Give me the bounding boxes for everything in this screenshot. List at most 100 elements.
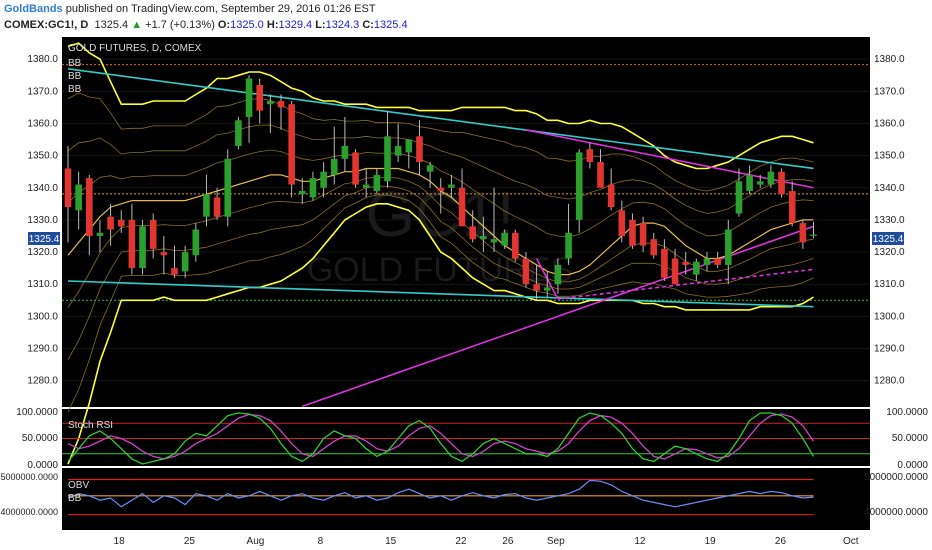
stoch-pane[interactable] bbox=[62, 409, 870, 466]
y-tick-label-left: 1380.0 bbox=[27, 54, 58, 65]
candle-body bbox=[330, 158, 338, 175]
candle-body bbox=[565, 232, 572, 259]
x-tick-label: 8 bbox=[318, 536, 324, 547]
y-tick-label-left: 1300.0 bbox=[27, 311, 58, 322]
close-label: C: bbox=[362, 19, 374, 31]
candle-body bbox=[181, 252, 189, 272]
price-pane[interactable] bbox=[62, 37, 870, 407]
stoch-rsi bbox=[62, 412, 870, 465]
y-tick-label-left: 1360.0 bbox=[27, 118, 58, 129]
x-tick-label: Oct bbox=[843, 536, 859, 547]
bb-label-2: BB bbox=[68, 71, 82, 82]
candle-body bbox=[320, 171, 327, 188]
y-tick-label-left: 1320.0 bbox=[27, 247, 58, 258]
stoch-level-50-left: 50.0000 bbox=[22, 433, 59, 444]
last-price: 1325.4 bbox=[94, 19, 129, 31]
candle-body bbox=[543, 287, 551, 291]
candle-body bbox=[96, 232, 104, 236]
axes: 1280.0 1280.0 1290.0 1290.0 1300.0 1300.0 1310… bbox=[27, 54, 905, 547]
candle-body bbox=[256, 84, 263, 111]
y-tick-label-left: 1340.0 bbox=[27, 183, 58, 194]
stoch-title: Stoch RSI bbox=[68, 420, 113, 431]
candle-body bbox=[384, 136, 391, 182]
candle-body bbox=[746, 174, 753, 191]
close-value: 1325.4 bbox=[373, 19, 408, 31]
obv-level-low-right: 4000000.0000 bbox=[864, 507, 928, 518]
candle-body bbox=[671, 258, 679, 285]
bb-inner-lower bbox=[67, 194, 814, 413]
x-tick-label: 25 bbox=[184, 536, 196, 547]
low-value: 1324.3 bbox=[325, 19, 360, 31]
stoch-level-0-left: 0.0000 bbox=[27, 460, 58, 471]
x-tick-label: 26 bbox=[502, 536, 514, 547]
trendline-magenta-upper bbox=[525, 129, 814, 189]
chart-title: GOLD FUTURES, D, COMEX bbox=[68, 43, 202, 54]
candle-body bbox=[586, 149, 594, 163]
trendlines bbox=[67, 68, 814, 408]
candle-body bbox=[693, 261, 700, 275]
candle-body bbox=[128, 219, 136, 269]
x-tick-label: Sep bbox=[547, 536, 565, 547]
watermark-name: GOLD FUTURES bbox=[307, 251, 573, 289]
candle-body bbox=[607, 184, 615, 208]
bb-inner-upper bbox=[67, 124, 814, 214]
stoch-k-line bbox=[67, 412, 815, 465]
bb-inner-upper bbox=[67, 149, 814, 238]
candle-body bbox=[714, 258, 721, 265]
obv-pane[interactable] bbox=[62, 468, 870, 530]
obv-bb-label: BB bbox=[68, 493, 82, 504]
author-link[interactable]: GoldBands bbox=[4, 3, 63, 15]
price-badge-right bbox=[872, 232, 904, 245]
candle-body bbox=[160, 252, 168, 256]
candle-body bbox=[64, 168, 72, 208]
candle-body bbox=[394, 145, 402, 156]
candle-body bbox=[778, 171, 785, 195]
candle-body bbox=[267, 100, 274, 105]
price-badge-left-text: 1325.4 bbox=[29, 234, 60, 245]
y-tick-label-right: 1300.0 bbox=[874, 311, 905, 322]
candle-body bbox=[554, 264, 562, 285]
obv-line bbox=[67, 479, 814, 508]
stoch-level-100-left: 100.0000 bbox=[16, 407, 58, 418]
candle-body bbox=[480, 235, 487, 240]
candle-body bbox=[639, 223, 647, 246]
bb-label-1: BB bbox=[68, 58, 82, 69]
candle-body bbox=[149, 219, 157, 249]
obv-level-high-left: 5000000.0000 bbox=[0, 472, 58, 482]
open-value: 1325.0 bbox=[230, 19, 264, 31]
candle-body bbox=[799, 223, 807, 243]
price-badge-right-text: 1325.4 bbox=[873, 234, 904, 245]
candle-body bbox=[756, 181, 764, 185]
candle-body bbox=[171, 268, 178, 275]
stoch-level-100-right: 100.0000 bbox=[886, 407, 928, 418]
candles[interactable] bbox=[64, 75, 817, 301]
candle-body bbox=[629, 219, 636, 246]
trendline-magenta-dashed bbox=[557, 268, 814, 300]
candle-body bbox=[117, 219, 125, 227]
candle-body bbox=[213, 197, 221, 217]
candle-body bbox=[490, 239, 498, 243]
y-tick-label-right: 1320.0 bbox=[874, 247, 905, 258]
candle-body bbox=[650, 239, 658, 256]
candle-body bbox=[597, 162, 604, 188]
candle-body bbox=[86, 178, 93, 236]
candle-body bbox=[426, 165, 434, 172]
x-tick-label: 12 bbox=[634, 536, 646, 547]
y-tick-label-right: 1360.0 bbox=[874, 118, 905, 129]
y-tick-label-left: 1280.0 bbox=[27, 376, 58, 387]
x-tick-label: 19 bbox=[705, 536, 717, 547]
y-tick-label-right: 1370.0 bbox=[874, 86, 905, 97]
candle-body bbox=[661, 248, 668, 278]
up-arrow-icon: ▲ bbox=[131, 19, 143, 31]
symbol-label: COMEX:GC1!, D bbox=[4, 19, 89, 31]
horizontal-levels bbox=[62, 64, 870, 301]
y-tick-label-left: 1310.0 bbox=[27, 279, 58, 290]
y-tick-label-right: 1340.0 bbox=[874, 183, 905, 194]
candle-body bbox=[75, 184, 82, 211]
bb-inner-upper bbox=[67, 92, 814, 192]
high-label: H: bbox=[266, 19, 279, 31]
candle-body bbox=[512, 232, 519, 259]
candle-body bbox=[501, 232, 508, 246]
candle-body bbox=[245, 78, 253, 118]
